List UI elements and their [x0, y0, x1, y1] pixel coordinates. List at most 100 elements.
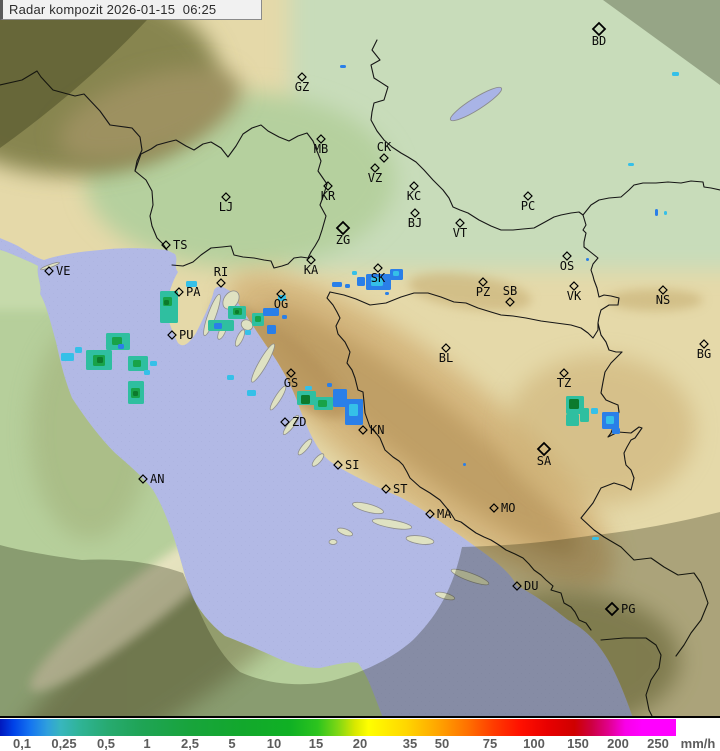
station-TZ: TZ: [557, 368, 571, 390]
station-VZ: VZ: [368, 163, 382, 185]
radar-echo: [186, 281, 197, 287]
station-OS: OS: [560, 251, 574, 273]
station-VK: VK: [567, 281, 582, 303]
station-diamond-icon: [358, 425, 368, 435]
station-label: ZD: [292, 415, 306, 429]
station-diamond-icon: [138, 474, 148, 484]
station-PC: PC: [521, 191, 535, 213]
station-diamond-icon: [478, 277, 488, 287]
station-label: PG: [621, 602, 635, 616]
radar-echo: [160, 291, 178, 323]
radar-echo: [606, 416, 614, 424]
station-diamond-icon: [44, 266, 54, 276]
station-diamond-icon: [505, 297, 515, 307]
station-LJ: LJ: [219, 192, 233, 214]
radar-echo: [332, 282, 342, 287]
colorbar-label: 100: [523, 736, 545, 751]
station-MA: MA: [425, 507, 452, 521]
radar-range-shade: [0, 0, 720, 718]
station-diamond-icon: [562, 251, 572, 261]
station-label: LJ: [219, 200, 233, 214]
station-label: MA: [437, 507, 452, 521]
station-GS: GS: [284, 368, 298, 390]
station-diamond-icon: [306, 255, 316, 265]
station-BL: BL: [439, 343, 453, 365]
radar-echo: [235, 310, 239, 314]
station-diamond-icon: [167, 330, 177, 340]
radar-echo: [655, 209, 658, 216]
station-label: GZ: [295, 80, 309, 94]
colorbar-label: 35: [402, 736, 418, 751]
station-diamond-icon: [379, 153, 389, 163]
station-PU: PU: [167, 328, 193, 342]
station-diamond-icon: [276, 289, 286, 299]
lake-balaton: [449, 86, 503, 122]
station-diamond-icon: [591, 21, 607, 37]
station-label: MB: [314, 142, 328, 156]
radar-echo: [214, 323, 222, 329]
station-GZ: GZ: [295, 72, 309, 94]
station-label: SB: [503, 284, 517, 298]
station-VT: VT: [453, 218, 467, 240]
station-label: TS: [173, 238, 187, 252]
station-SA: SA: [536, 441, 552, 468]
rain-intensity-legend: mm/h 0,1 0,25 0,5 1 2,5 5 10 15 20 35 50 75 100 150 20…: [0, 718, 720, 751]
radar-echo: [566, 414, 579, 426]
station-label: BD: [592, 34, 606, 48]
station-label: AN: [150, 472, 164, 486]
station-KR: KR: [321, 181, 336, 203]
station-label: CK: [377, 140, 392, 154]
colorbar-label: 15: [308, 736, 324, 751]
station-ZG: ZG: [335, 220, 351, 247]
station-TS: TS: [161, 238, 187, 252]
colorbar-label: 150: [567, 736, 589, 751]
station-label: PA: [186, 285, 201, 299]
radar-echo: [247, 390, 256, 396]
station-markers: BD GZ MB CK VZ KR KC PC LJ BJ VT ZG TS OS KA SK VE PZ RI VK…: [44, 21, 711, 617]
station-label: KC: [407, 189, 421, 203]
station-label: KA: [304, 263, 319, 277]
station-BJ: BJ: [408, 208, 422, 230]
station-VE: VE: [44, 264, 70, 278]
station-diamond-icon: [335, 220, 351, 236]
station-MO: MO: [489, 501, 515, 515]
radar-echo: [463, 463, 466, 466]
radar-echo: [672, 72, 679, 76]
radar-echo: [301, 395, 310, 404]
station-label: SI: [345, 458, 359, 472]
radar-echo: [164, 300, 169, 305]
station-diamond-icon: [425, 509, 435, 519]
station-ZD: ZD: [280, 415, 306, 429]
station-diamond-icon: [161, 240, 171, 250]
radar-echo: [345, 284, 350, 288]
station-label: OG: [274, 297, 288, 311]
radar-echo: [267, 325, 276, 334]
radar-echo: [664, 211, 667, 215]
station-label: GS: [284, 376, 298, 390]
station-diamond-icon: [381, 484, 391, 494]
radar-echo: [245, 330, 251, 335]
station-label: SK: [371, 271, 386, 285]
radar-echo: [357, 277, 365, 286]
station-diamond-icon: [523, 191, 533, 201]
station-KN: KN: [358, 423, 384, 437]
station-diamond-icon: [333, 460, 343, 470]
colorbar-label: 200: [607, 736, 629, 751]
station-CK: CK: [377, 140, 392, 163]
country-borders: [0, 39, 720, 718]
station-label: PU: [179, 328, 193, 342]
station-label: VK: [567, 289, 582, 303]
radar-echo: [112, 337, 122, 345]
station-DU: DU: [512, 579, 538, 593]
radar-map-canvas: BD GZ MB CK VZ KR KC PC LJ BJ VT ZG TS OS KA SK VE PZ RI VK…: [0, 0, 720, 718]
station-diamond-icon: [216, 278, 226, 288]
station-label: SA: [537, 454, 552, 468]
radar-echo: [227, 375, 234, 380]
radar-title-box: Radar kompozit 2026-01-15 06:25: [0, 0, 262, 20]
station-diamond-icon: [286, 368, 296, 378]
station-diamond-icon: [604, 601, 620, 617]
station-diamond-icon: [410, 208, 420, 218]
station-OG: OG: [274, 289, 288, 311]
colorbar-label: 5: [228, 736, 236, 751]
colorbar-label: 20: [352, 736, 368, 751]
